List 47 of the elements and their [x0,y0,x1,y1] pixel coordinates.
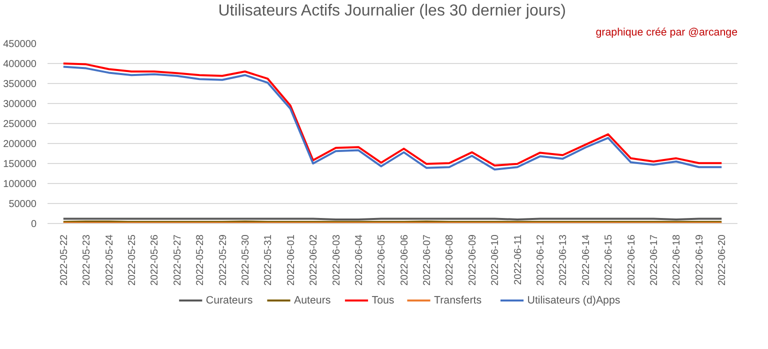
x-tick-label: 2022-06-20 [717,234,728,286]
x-tick-label: 2022-05-23 [82,234,93,286]
x-tick-label: 2022-06-01 [286,234,297,286]
legend-label: Utilisateurs (d)Apps [527,294,620,306]
x-tick-label: 2022-05-30 [240,234,252,286]
x-tick-label: 2022-06-02 [308,234,320,286]
x-tick-label: 2022-05-22 [58,234,70,286]
x-tick-label: 2022-06-18 [672,234,683,286]
x-tick-label: 2022-06-19 [694,234,706,286]
y-tick-label: 200000 [3,139,37,150]
x-tick-label: 2022-05-31 [263,234,274,286]
x-tick-label: 2022-06-11 [512,234,524,285]
x-tick-label: 2022-05-25 [126,234,138,286]
y-tick-label: 400000 [3,59,37,70]
x-tick-label: 2022-06-07 [422,234,434,286]
legend-label: Curateurs [206,294,253,306]
y-tick-label: 50000 [8,199,37,210]
x-tick-label: 2022-06-15 [604,234,615,286]
x-tick-label: 2022-06-17 [649,234,660,286]
x-tick-label: 2022-05-29 [218,234,229,286]
x-tick-label: 2022-06-12 [536,234,547,286]
y-tick-label: 0 [30,219,37,230]
x-tick-label: 2022-06-06 [399,234,410,286]
x-tick-label: 2022-06-13 [558,234,570,286]
y-tick-label: 100000 [3,179,37,190]
x-tick-label: 2022-05-26 [150,234,161,286]
x-tick-label: 2022-06-05 [376,234,388,286]
y-tick-label: 350000 [3,79,37,90]
text: graphique créé par @arcange [596,26,738,38]
legend-label: Auteurs [294,294,331,306]
x-tick-label: 2022-06-03 [331,234,342,286]
y-tick-label: 300000 [3,99,37,110]
x-tick-label: 2022-06-04 [354,234,365,286]
x-tick-label: 2022-05-27 [172,234,184,286]
y-tick-label: 450000 [3,39,37,50]
x-tick-label: 2022-05-28 [195,234,206,286]
x-tick-label: 2022-06-08 [444,234,456,286]
legend-label: Tous [372,294,394,306]
chart-title: Utilisateurs Actifs Journalier (les 30 dernier jours) [218,2,566,20]
y-tick-label: 150000 [3,159,37,170]
legend-label: Transferts [434,294,482,306]
x-tick-label: 2022-06-14 [580,234,592,286]
x-tick-label: 2022-05-24 [104,234,116,286]
y-tick-label: 250000 [3,119,37,130]
x-tick-label: 2022-06-09 [467,234,478,286]
x-tick-label: 2022-06-10 [490,234,502,286]
x-tick-label: 2022-06-16 [626,234,638,286]
